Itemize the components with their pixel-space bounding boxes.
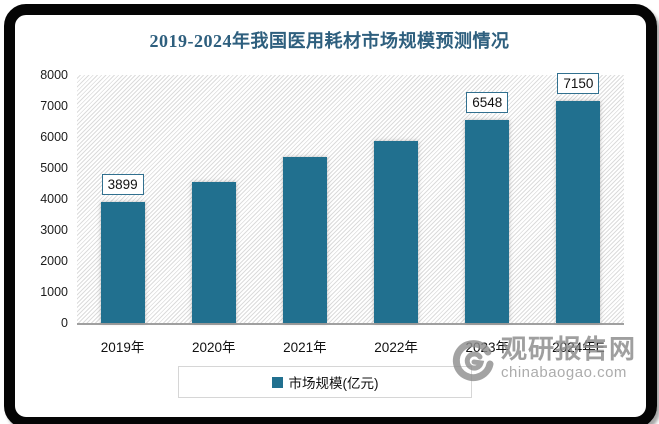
y-tick-label: 2000 (40, 254, 68, 268)
y-tick-label: 6000 (40, 130, 68, 144)
legend: 市场规模(亿元) (178, 366, 472, 398)
legend-swatch-icon (271, 376, 283, 388)
x-tick-label: 2023年 (465, 340, 510, 355)
x-tick-label: 2022年 (374, 340, 418, 355)
bar-2024年E (556, 101, 601, 323)
bar-value-label: 6548 (466, 92, 509, 113)
y-tick-label: 0 (61, 316, 68, 330)
bar-2020年 (191, 181, 236, 323)
chart-title: 2019-2024年我国医用耗材市场规模预测情况 (149, 31, 510, 51)
watermark-domain: chinabaogao.com (501, 364, 627, 381)
bar-value-label: 3899 (101, 174, 144, 196)
x-tick-label: 2020年 (191, 340, 236, 355)
plot-area (77, 75, 624, 325)
bar-2021年 (282, 157, 327, 323)
y-tick-label: 4000 (40, 192, 68, 206)
x-tick-label: 2019年 (100, 340, 145, 355)
y-tick-label: 5000 (40, 161, 68, 175)
y-tick-label: 7000 (40, 99, 68, 113)
bar-2023年 (465, 120, 510, 323)
x-tick-label: 2021年 (283, 340, 327, 355)
y-tick-label: 8000 (40, 68, 68, 82)
y-tick-label: 1000 (40, 285, 68, 299)
bar-2019年 (100, 202, 145, 323)
legend-label: 市场规模(亿元) (288, 376, 379, 391)
x-tick-label: 2024年E (552, 340, 605, 355)
bar-value-label: 7150 (557, 73, 600, 95)
y-tick-label: 3000 (40, 223, 68, 237)
bar-2022年 (374, 140, 419, 323)
